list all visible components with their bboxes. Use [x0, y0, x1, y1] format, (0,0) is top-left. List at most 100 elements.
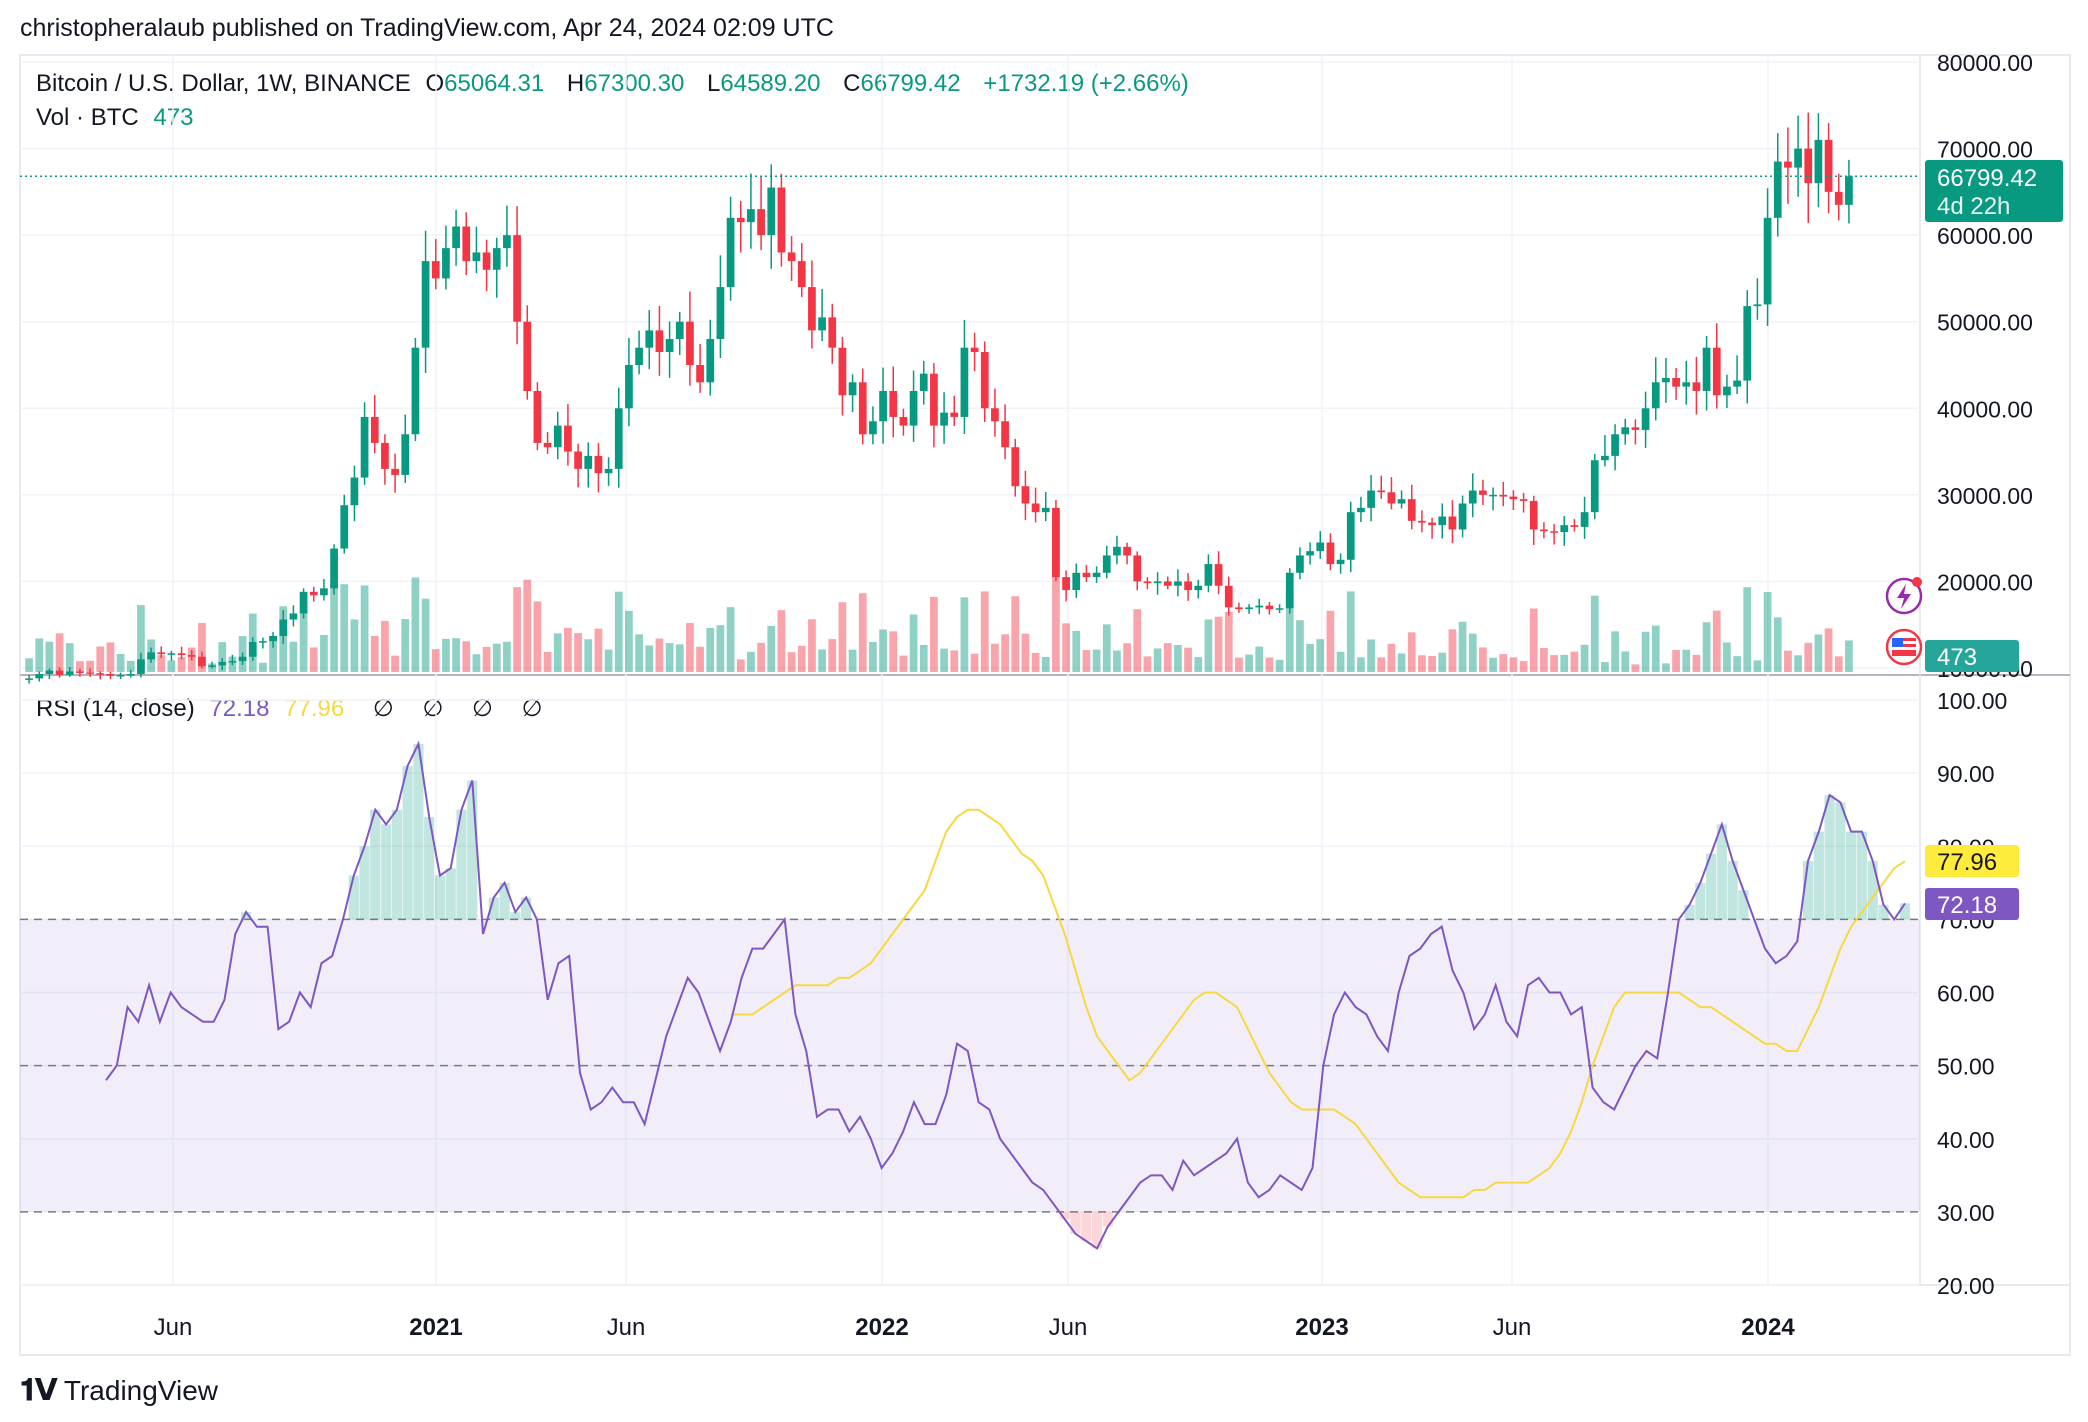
volume-bar [991, 643, 999, 672]
us-flag-icon[interactable] [1885, 628, 1923, 666]
candle-body [706, 339, 715, 383]
candle-body [1641, 408, 1650, 430]
volume-bar [167, 660, 176, 672]
candle-body [930, 373, 938, 426]
candle-body [869, 421, 877, 435]
volume-bar [1590, 595, 1599, 672]
low-label: L [707, 70, 721, 97]
volume-bar [1784, 650, 1792, 672]
volume-bar [320, 634, 328, 672]
rsi-band [20, 918, 1920, 1213]
volume-bar [736, 659, 745, 672]
candle-body [584, 455, 593, 469]
candle-body [1204, 564, 1213, 586]
candle-body [1834, 191, 1843, 205]
candle-body [757, 209, 765, 236]
symbol-name[interactable]: Bitcoin / U.S. Dollar, 1W, BINANCE [36, 70, 411, 97]
candle-body [533, 390, 542, 443]
candle-body [1631, 427, 1640, 430]
candle-body [1245, 607, 1253, 610]
volume-bar [553, 633, 562, 672]
rsi-ma-badge: 77.96 [1925, 845, 2019, 877]
candle-body [970, 347, 979, 353]
candle-body [879, 390, 887, 422]
volume-bar [533, 601, 542, 672]
volume-bar [1601, 662, 1609, 672]
volume-bar [1580, 644, 1589, 672]
candle-body [360, 416, 369, 478]
candle-body [736, 217, 745, 223]
volume-bar [25, 658, 33, 672]
volume-bar [442, 638, 450, 672]
volume-bar [1692, 654, 1701, 672]
candle-body [1753, 304, 1762, 307]
candle-body [187, 655, 196, 657]
rsi-axis[interactable]: 100.00 90.00 80.00 70.00 60.00 50.00 40.00 30.0… [1937, 688, 2007, 1299]
volume-label[interactable]: Vol · BTC [36, 104, 139, 131]
rsi-badge-value: 72.18 [1937, 892, 1997, 919]
rsi-tick-label: 90.00 [1937, 761, 1995, 787]
volume-bar [147, 639, 155, 672]
candle-body [76, 671, 84, 673]
volume-bar [279, 606, 288, 672]
volume-bar [1316, 639, 1325, 672]
volume-bar [1845, 640, 1853, 672]
time-tick-label: Jun [1493, 1314, 1532, 1341]
volume-bar [808, 619, 816, 672]
volume-bar [645, 645, 654, 672]
candle-body [1580, 512, 1589, 527]
volume-bar [360, 585, 369, 672]
candle-body [1041, 507, 1050, 513]
lightning-icon[interactable] [1885, 577, 1923, 615]
volume-bar [248, 613, 257, 672]
rsi-oversold-fill [1059, 1211, 1113, 1249]
candle-body [787, 252, 796, 262]
candle-body [340, 505, 349, 549]
volume-bar [106, 642, 115, 672]
volume-bar [1570, 651, 1579, 672]
time-tick-label: 2021 [409, 1314, 462, 1341]
volume-bar [1133, 609, 1142, 672]
candle-body [645, 330, 654, 348]
volume-bar [1153, 648, 1162, 672]
candle-body [1143, 581, 1152, 584]
volume-bar [1001, 634, 1009, 672]
candle-body [1113, 546, 1121, 556]
volume-bar [919, 644, 928, 672]
candle-body [1458, 503, 1467, 530]
volume-bar [340, 584, 349, 672]
volume-bar [1123, 643, 1131, 672]
rsi-tick-label: 70.00 [1937, 907, 1995, 933]
candle-body [1489, 494, 1497, 497]
volume-bar [76, 661, 84, 672]
candle-body [747, 209, 755, 223]
time-axis[interactable]: Jun 2021 Jun 2022 Jun 2023 Jun 2024 [154, 1314, 1796, 1341]
candle-body [1296, 555, 1304, 573]
volume-bar [1224, 611, 1233, 672]
candle-body [259, 641, 267, 643]
price-tick-label: 50000.00 [1937, 310, 2033, 336]
candle-body [1377, 490, 1386, 493]
volume-bar [55, 633, 64, 672]
candle-body [248, 642, 257, 657]
hidden-input-icon: ∅ [422, 695, 444, 722]
volume-bar [838, 602, 847, 672]
candle-body [1102, 555, 1111, 573]
volume-bar [208, 663, 216, 672]
candle-body [1418, 520, 1426, 523]
candle-body [1672, 377, 1680, 387]
rsi-label[interactable]: RSI (14, close) [36, 695, 195, 722]
candle-body [1773, 161, 1782, 218]
candle-body [218, 661, 227, 666]
volume-bar [482, 646, 491, 672]
candle-body [1651, 382, 1660, 409]
tradingview-logo[interactable]: 𝟏𝗩 TradingView [20, 1373, 218, 1408]
candle-body [320, 588, 328, 596]
rsi-series [105, 740, 1911, 1250]
volume-bar [1682, 649, 1691, 672]
candle-body [1550, 531, 1558, 533]
candle-body [1174, 581, 1182, 586]
volume-bar [1194, 657, 1203, 672]
rsi-value: 72.18 [209, 695, 270, 722]
price-axis[interactable]: 80000.00 70000.00 60000.00 50000.00 40000.00… [1937, 50, 2033, 682]
